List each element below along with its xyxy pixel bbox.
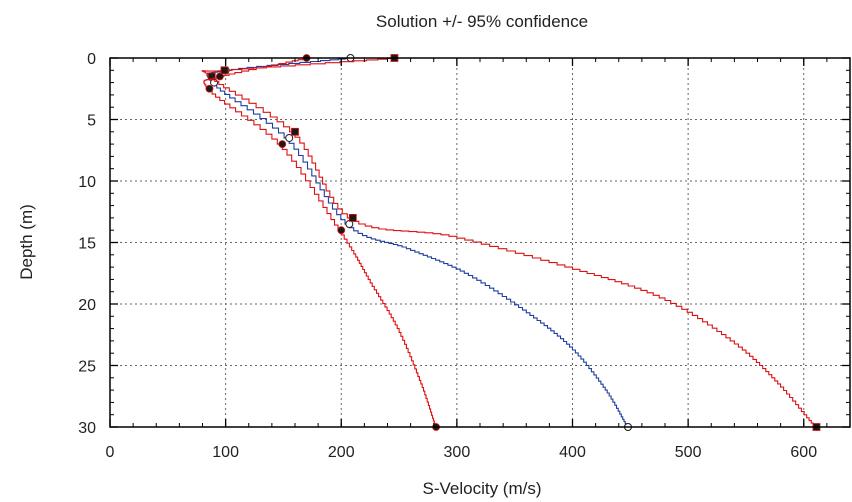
y-tick-label: 20 (78, 297, 96, 314)
x-tick-label: 600 (790, 444, 817, 461)
x-axis-label: S-Velocity (m/s) (422, 479, 541, 498)
y-tick-label: 10 (78, 174, 96, 191)
y-tick-label: 0 (87, 51, 96, 68)
x-tick-label: 500 (675, 444, 702, 461)
series-1-line (206, 57, 628, 428)
chart-title: Solution +/- 95% confidence (376, 12, 588, 31)
series-2-marker (348, 213, 357, 222)
y-tick-label: 25 (78, 359, 96, 376)
series-2-marker (207, 72, 216, 81)
axis-ticks (109, 57, 851, 428)
x-tick-label: 0 (106, 444, 115, 461)
y-axis-label: Depth (m) (17, 204, 36, 280)
x-tick-label: 300 (444, 444, 471, 461)
series-3-marker (337, 226, 346, 235)
y-tick-label: 5 (87, 113, 96, 130)
series-1-marker (285, 133, 294, 142)
x-tick-label: 100 (212, 444, 239, 461)
grid-lines (110, 58, 850, 427)
y-tick-label: 15 (78, 236, 96, 253)
series-2-marker (220, 66, 229, 75)
series-3-marker (215, 72, 224, 81)
series-3-marker (278, 140, 287, 149)
tick-labels: 0 100 200 300 400 500 600 0 5 10 15 20 25 30 (78, 51, 817, 461)
x-tick-label: 400 (559, 444, 586, 461)
y-tick-label: 30 (78, 420, 96, 437)
series-layer (201, 54, 821, 431)
series-2-marker (291, 127, 299, 136)
series-3-marker (205, 84, 214, 93)
x-tick-label: 200 (328, 444, 355, 461)
series-2-line (201, 57, 817, 428)
